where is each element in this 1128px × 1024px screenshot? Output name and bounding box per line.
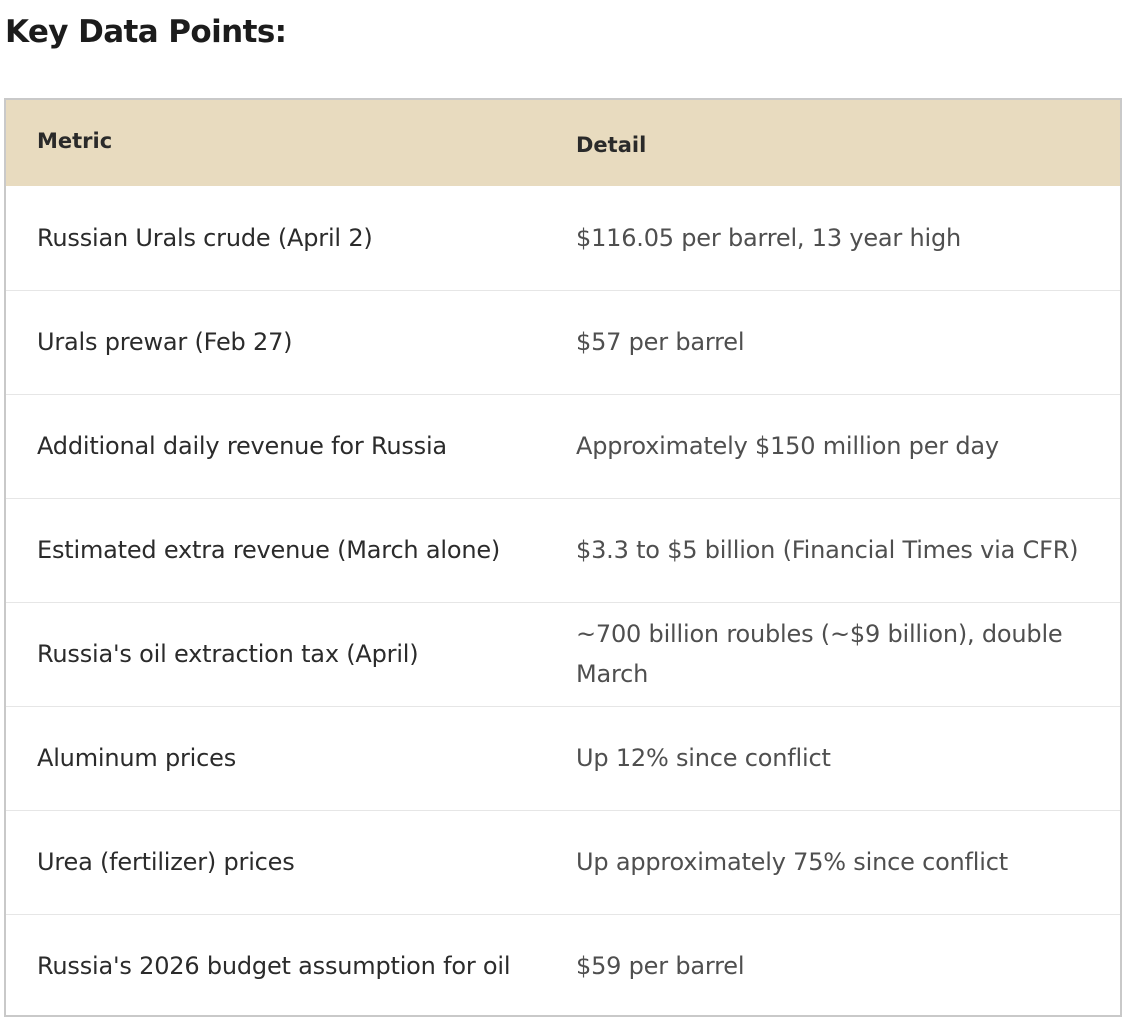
table-row: Urea (fertilizer) prices Up approximatel…: [6, 810, 1120, 914]
column-header-metric: Metric: [37, 129, 113, 153]
metric-cell: Russia's 2026 budget assumption for oil: [37, 952, 511, 981]
detail-cell: Approximately $150 million per day: [576, 432, 999, 460]
detail-cell: ~700 billion roubles (~$9 billion), doub…: [576, 620, 1063, 688]
metric-cell: Urals prewar (Feb 27): [37, 328, 293, 356]
table-row: Russia's 2026 budget assumption for oil …: [6, 914, 1120, 1015]
metric-cell: Aluminum prices: [37, 744, 237, 772]
metric-cell: Russia's oil extraction tax (April): [37, 640, 419, 668]
detail-cell: Up approximately 75% since conflict: [576, 848, 1008, 876]
table-row: Russia's oil extraction tax (April) ~700…: [6, 602, 1120, 706]
table-row: Estimated extra revenue (March alone) $3…: [6, 498, 1120, 602]
metric-cell: Urea (fertilizer) prices: [37, 848, 295, 876]
table-header: Metric Detail: [6, 100, 1120, 186]
table-body: Russian Urals crude (April 2) $116.05 pe…: [6, 186, 1120, 1015]
metric-cell: Estimated extra revenue (March alone): [37, 536, 501, 564]
detail-cell: $57 per barrel: [576, 328, 745, 356]
metric-cell: Additional daily revenue for Russia: [37, 432, 447, 460]
section-heading: Key Data Points:: [5, 14, 287, 50]
detail-cell: $3.3 to $5 billion (Financial Times via …: [576, 536, 1079, 564]
table-header-row: Metric Detail: [6, 100, 1120, 186]
table-row: Aluminum prices Up 12% since conflict: [6, 706, 1120, 810]
table-row: Additional daily revenue for Russia Appr…: [6, 394, 1120, 498]
detail-cell: Up 12% since conflict: [576, 744, 831, 772]
column-header-detail: Detail: [576, 133, 647, 157]
detail-cell: $116.05 per barrel, 13 year high: [576, 223, 962, 252]
data-table: Metric Detail Russian Urals crude (April…: [6, 100, 1120, 1015]
detail-cell: $59 per barrel: [576, 952, 745, 981]
table-row: Russian Urals crude (April 2) $116.05 pe…: [6, 186, 1120, 290]
metric-cell: Russian Urals crude (April 2): [37, 223, 373, 252]
key-data-table: Metric Detail Russian Urals crude (April…: [4, 98, 1122, 1017]
table-row: Urals prewar (Feb 27) $57 per barrel: [6, 290, 1120, 394]
